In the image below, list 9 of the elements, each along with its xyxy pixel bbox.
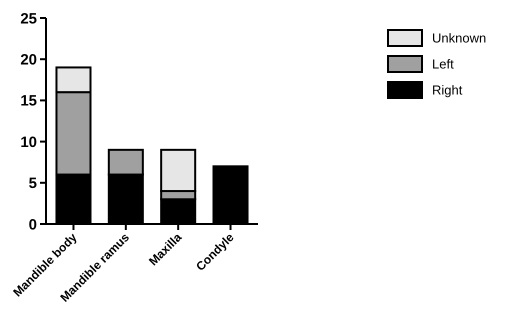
y-tick-label: 0 xyxy=(28,216,37,234)
y-tick-label: 10 xyxy=(20,134,37,151)
legend-label: Left xyxy=(432,56,454,72)
y-tick-label: 15 xyxy=(20,92,37,110)
y-tick-label: 20 xyxy=(20,51,37,68)
y-tick-label: 25 xyxy=(20,10,37,28)
legend-label: Unknown xyxy=(432,30,486,46)
legend-label: Right xyxy=(432,82,463,98)
y-tick-label: 5 xyxy=(28,175,37,192)
